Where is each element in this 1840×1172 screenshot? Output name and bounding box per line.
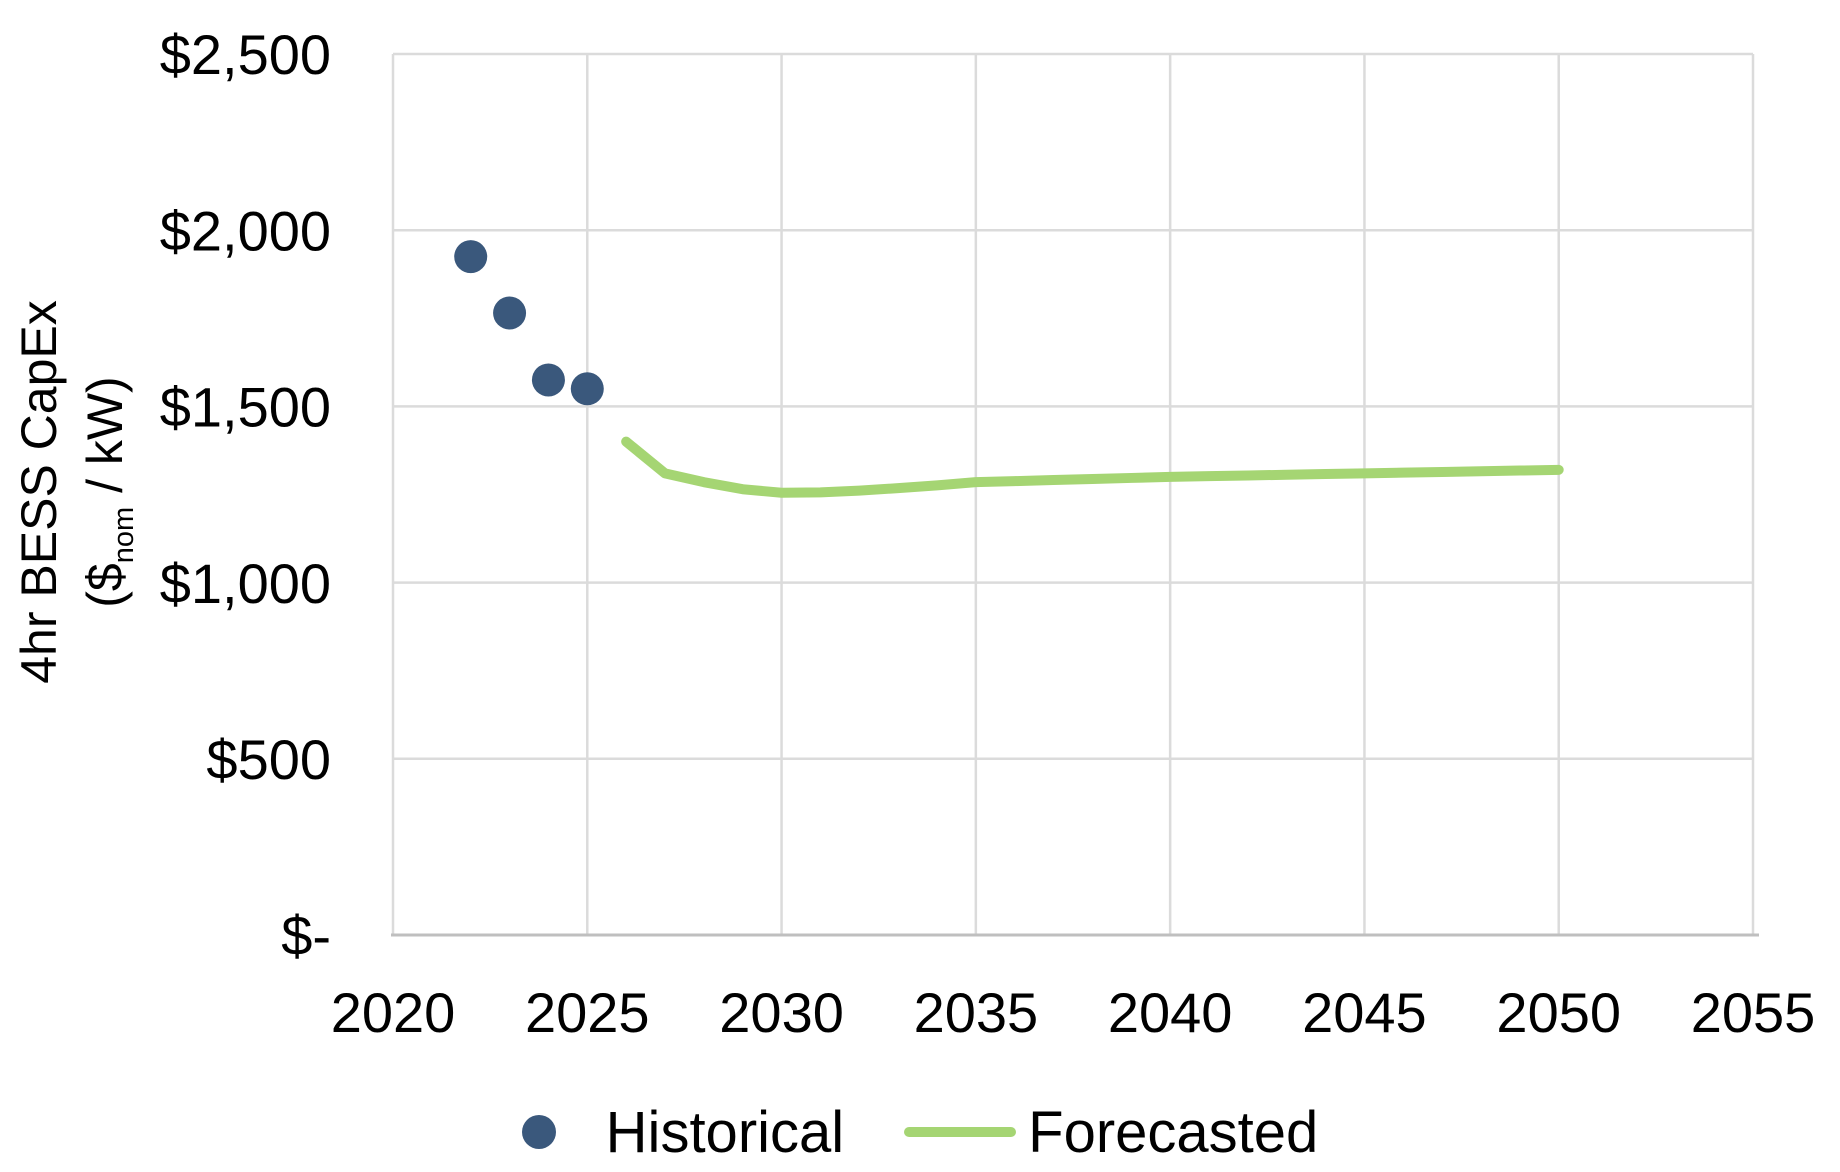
x-tick-label-2055: 2055 bbox=[1691, 981, 1816, 1044]
x-tick-label-2050: 2050 bbox=[1496, 981, 1621, 1044]
x-tick-label-2030: 2030 bbox=[719, 981, 844, 1044]
y-tick-label-1000: $1,000 bbox=[160, 552, 331, 615]
y-tick-label-1500: $1,500 bbox=[160, 376, 331, 439]
y-axis-title-line2-close: / kW) bbox=[77, 376, 134, 507]
legend-label-forecasted: Forecasted bbox=[1028, 1099, 1319, 1165]
legend-marker-historical-dot bbox=[521, 1115, 556, 1149]
y-tick-label-0: $- bbox=[281, 904, 331, 967]
series-point-historical-2022 bbox=[454, 240, 488, 274]
y-tick-label-500: $500 bbox=[206, 728, 331, 791]
y-axis-title: 4hr BESS CapEx ($nom / kW) bbox=[0, 132, 150, 852]
series-point-historical-2023 bbox=[493, 296, 527, 330]
legend-label-historical: Historical bbox=[605, 1099, 845, 1165]
x-tick-label-2025: 2025 bbox=[525, 981, 650, 1044]
legend-item-forecasted: Forecasted bbox=[904, 1099, 1318, 1166]
y-axis-title-line1: 4hr BESS CapEx bbox=[11, 300, 68, 684]
y-tick-label-2000: $2,000 bbox=[160, 199, 331, 262]
series-line-forecasted bbox=[621, 436, 1564, 498]
x-tick-label-2040: 2040 bbox=[1108, 981, 1233, 1044]
x-tick-label-2045: 2045 bbox=[1302, 981, 1427, 1044]
series-point-historical-2024 bbox=[531, 363, 565, 397]
legend: Historical Forecasted bbox=[0, 1097, 1840, 1167]
x-tick-label-2020: 2020 bbox=[331, 981, 456, 1044]
y-axis-title-line2-open: ($ bbox=[77, 563, 134, 608]
x-tick-label-2035: 2035 bbox=[914, 981, 1039, 1044]
y-axis-title-subscript: nom bbox=[108, 506, 141, 564]
y-axis-title-line2: ($nom / kW) bbox=[72, 376, 143, 607]
y-tick-label-2500: $2,500 bbox=[160, 23, 331, 86]
legend-item-historical: Historical bbox=[521, 1099, 845, 1166]
series-point-historical-2025 bbox=[570, 372, 604, 406]
legend-marker-forecasted-line bbox=[904, 1127, 1017, 1137]
